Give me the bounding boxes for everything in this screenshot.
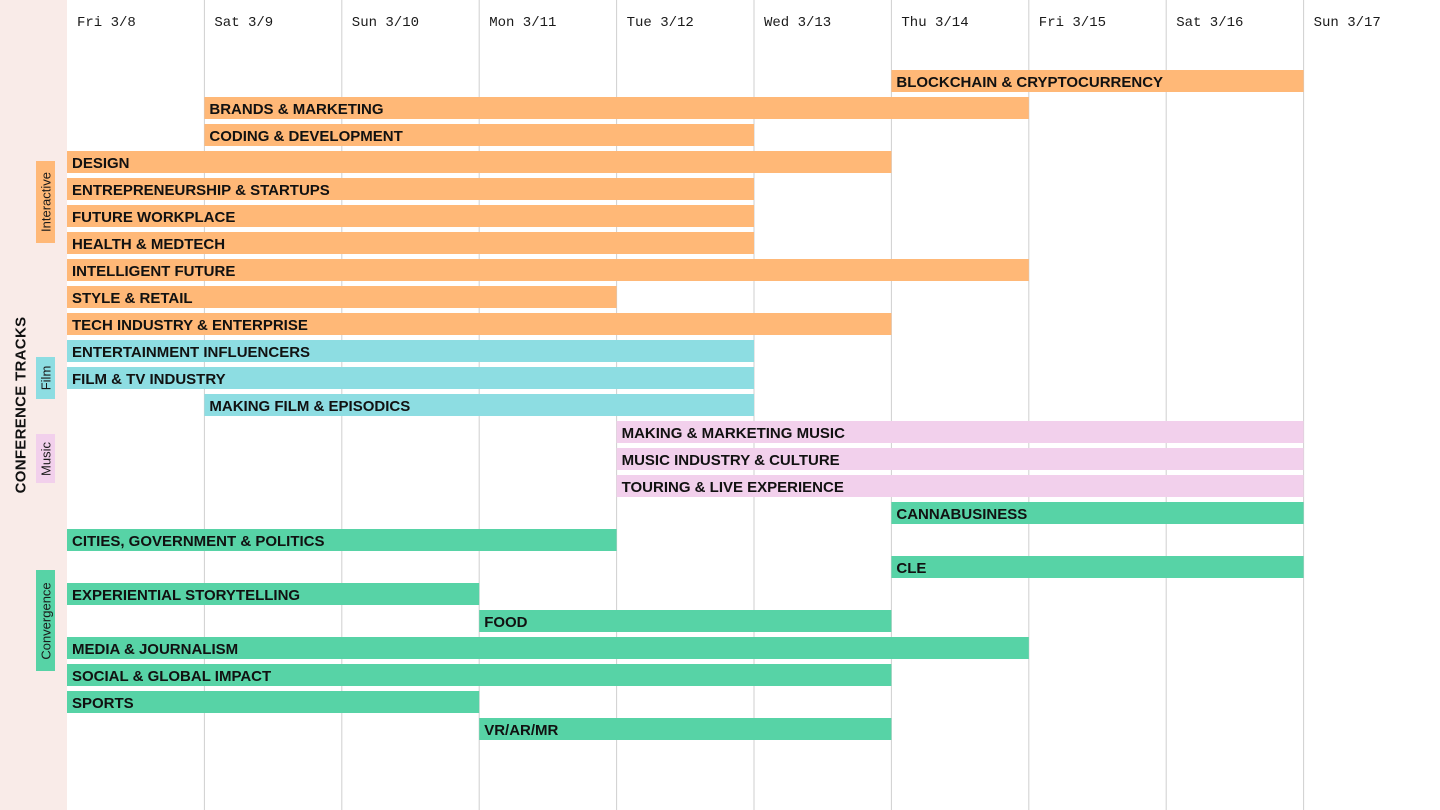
group-label-interactive: Interactive [36, 161, 55, 243]
day-label: Fri 3/8 [77, 15, 136, 31]
track-bar [891, 502, 1304, 524]
group-label-film: Film [36, 357, 55, 399]
track-bar [67, 178, 754, 200]
track-label: TOURING & LIVE EXPERIENCE [622, 479, 844, 496]
day-label: Sun 3/10 [352, 15, 419, 31]
day-label: Sat 3/16 [1176, 15, 1243, 31]
group-label-music: Music [36, 434, 55, 483]
day-label: Wed 3/13 [764, 15, 831, 31]
track-bar [479, 718, 892, 740]
track-label: INTELLIGENT FUTURE [72, 263, 235, 280]
track-bar [891, 556, 1304, 578]
track-label: STYLE & RETAIL [72, 290, 193, 307]
track-bar [67, 232, 754, 254]
track-label: CLE [896, 560, 926, 577]
track-label: CODING & DEVELOPMENT [209, 128, 402, 145]
track-label: DESIGN [72, 155, 130, 172]
track-label: ENTERTAINMENT INFLUENCERS [72, 344, 310, 361]
track-label: SOCIAL & GLOBAL IMPACT [72, 668, 271, 685]
track-bar [204, 394, 754, 416]
track-label: MEDIA & JOURNALISM [72, 641, 238, 658]
track-bar [616, 475, 1304, 497]
track-bar [67, 313, 892, 335]
track-bar [204, 97, 1029, 119]
group-label-convergence: Convergence [36, 570, 55, 671]
track-label: EXPERIENTIAL STORYTELLING [72, 587, 300, 604]
track-label: CITIES, GOVERNMENT & POLITICS [72, 533, 325, 550]
track-label: FILM & TV INDUSTRY [72, 371, 226, 388]
track-bar [616, 448, 1304, 470]
track-label: BRANDS & MARKETING [209, 101, 383, 118]
track-bar [204, 124, 754, 146]
track-label: VR/AR/MR [484, 722, 558, 739]
track-bar [67, 151, 892, 173]
track-bar [67, 367, 754, 389]
day-label: Thu 3/14 [901, 15, 968, 31]
track-bar [479, 610, 892, 632]
track-label: ENTREPRENEURSHIP & STARTUPS [72, 182, 330, 199]
track-bar [616, 421, 1304, 443]
track-bar [67, 286, 617, 308]
track-label: MAKING & MARKETING MUSIC [622, 425, 845, 442]
sidebar [0, 0, 67, 810]
track-label: SPORTS [72, 695, 134, 712]
day-label: Sun 3/17 [1314, 15, 1381, 31]
track-label: MAKING FILM & EPISODICS [209, 398, 410, 415]
track-bar [67, 691, 480, 713]
track-bar [67, 664, 892, 686]
track-label: FUTURE WORKPLACE [72, 209, 235, 226]
track-label: TECH INDUSTRY & ENTERPRISE [72, 317, 308, 334]
track-label: BLOCKCHAIN & CRYPTOCURRENCY [896, 74, 1163, 91]
day-label: Tue 3/12 [627, 15, 694, 31]
track-bar [67, 340, 754, 362]
track-bar [67, 637, 1029, 659]
track-bar [67, 529, 617, 551]
track-bar [891, 70, 1304, 92]
day-label: Fri 3/15 [1039, 15, 1106, 31]
track-label: CANNABUSINESS [896, 506, 1027, 523]
track-label: HEALTH & MEDTECH [72, 236, 225, 253]
track-label: MUSIC INDUSTRY & CULTURE [622, 452, 840, 469]
track-bar [67, 259, 1029, 281]
day-label: Sat 3/9 [214, 15, 273, 31]
day-label: Mon 3/11 [489, 15, 556, 31]
track-bar [67, 583, 480, 605]
track-bar [67, 205, 754, 227]
track-label: FOOD [484, 614, 527, 631]
